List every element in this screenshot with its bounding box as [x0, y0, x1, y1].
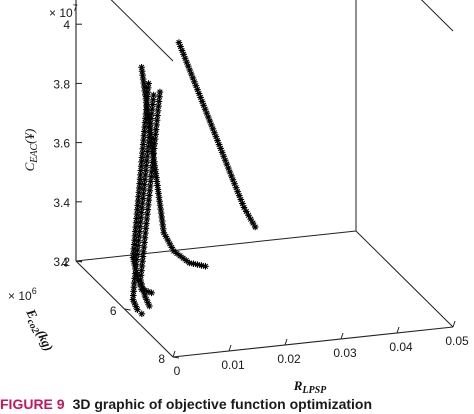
- data-point-marker: [139, 145, 147, 153]
- data-point-marker: [147, 178, 155, 185]
- data-point-marker: [202, 262, 209, 270]
- data-point-marker: [139, 141, 147, 148]
- data-point-marker: [144, 143, 152, 151]
- data-point-marker: [162, 233, 170, 240]
- figure-caption: FIGURE 9 3D graphic of objective function…: [0, 396, 474, 414]
- data-point-marker: [136, 175, 144, 183]
- data-point-marker: [155, 102, 162, 110]
- box-edge: [355, 230, 454, 328]
- box-edge: [110, 0, 174, 62]
- data-point-marker: [132, 228, 139, 235]
- data-point-marker: [138, 158, 145, 166]
- data-point-marker: [145, 196, 153, 204]
- data-point-marker: [130, 241, 138, 248]
- data-markers: [129, 39, 259, 318]
- data-point-marker: [142, 229, 149, 237]
- box-edge: [420, 0, 454, 32]
- x-tick-label: 0: [174, 364, 181, 378]
- data-point-marker: [186, 259, 193, 267]
- axes-box: [75, 0, 454, 358]
- x-tick-mark: [340, 332, 344, 340]
- y-tick-label: 4: [61, 256, 68, 270]
- data-point-marker: [146, 302, 153, 310]
- x-tick-mark: [452, 320, 456, 328]
- x-tick-label: 0.03: [333, 346, 357, 360]
- y-axis-multiplier: × 106: [8, 286, 37, 303]
- data-point-marker: [153, 121, 160, 129]
- figure-caption-text: 3D graphic of objective function optimiz…: [72, 396, 373, 412]
- data-point-marker: [134, 197, 142, 205]
- data-point-marker: [130, 245, 138, 253]
- z-tick-label: 3.2: [53, 255, 70, 269]
- data-point-marker: [148, 289, 155, 297]
- z-tick-label: 3.4: [53, 196, 70, 210]
- data-point-marker: [141, 234, 149, 242]
- y-tick-mark: [124, 308, 131, 311]
- data-point-marker: [154, 112, 161, 119]
- data-point-marker: [194, 261, 201, 268]
- data-point-marker: [139, 149, 146, 157]
- chart-3d-plot: 00.010.020.030.040.054683.23.43.63.844.2…: [8, 0, 469, 396]
- box-edge: [75, 230, 357, 262]
- y-tick-label: 8: [158, 352, 165, 366]
- data-point-marker: [155, 190, 162, 197]
- x-tick-mark: [396, 326, 400, 334]
- y-tick-label: 6: [110, 304, 117, 318]
- x-tick-label: 0.01: [221, 358, 245, 372]
- data-point-marker: [129, 292, 137, 299]
- z-axis-multiplier: × 107: [49, 3, 78, 20]
- data-point-marker: [145, 192, 153, 199]
- x-tick-label: 0.02: [277, 352, 301, 366]
- data-point-marker: [143, 157, 151, 165]
- data-point-marker: [149, 150, 157, 158]
- x-tick-mark: [172, 350, 176, 358]
- data-point-marker: [251, 223, 259, 231]
- x-tick-label: 0.05: [445, 334, 469, 348]
- data-point-marker: [144, 288, 152, 295]
- y-tick-mark: [172, 356, 180, 359]
- data-point-marker: [134, 306, 141, 313]
- data-point-marker: [132, 219, 140, 227]
- data-point-marker: [190, 260, 197, 268]
- z-axis-label: CEAC(¥): [22, 129, 40, 172]
- data-point-marker: [247, 215, 255, 223]
- z-tick-label: 3.8: [53, 77, 70, 91]
- x-tick-mark: [284, 338, 288, 346]
- data-point-marker: [135, 189, 143, 196]
- x-axis-line: [172, 326, 454, 358]
- x-tick-label: 0.04: [389, 340, 413, 354]
- x-axis-label: RLPSP: [293, 378, 327, 396]
- data-point-marker: [138, 310, 146, 318]
- figure-label: FIGURE 9: [0, 396, 65, 412]
- x-tick-mark: [228, 344, 232, 352]
- data-point-marker: [153, 116, 161, 124]
- z-tick-label: 3.6: [53, 137, 70, 151]
- data-point-marker: [130, 279, 138, 287]
- y-axis-label: Eco2(kg): [20, 306, 56, 355]
- data-point-marker: [198, 262, 205, 269]
- data-point-marker: [139, 253, 147, 260]
- data-point-marker: [130, 288, 137, 295]
- data-point-marker: [131, 232, 139, 240]
- data-point-marker: [154, 107, 162, 115]
- z-tick-label: 4: [63, 18, 70, 32]
